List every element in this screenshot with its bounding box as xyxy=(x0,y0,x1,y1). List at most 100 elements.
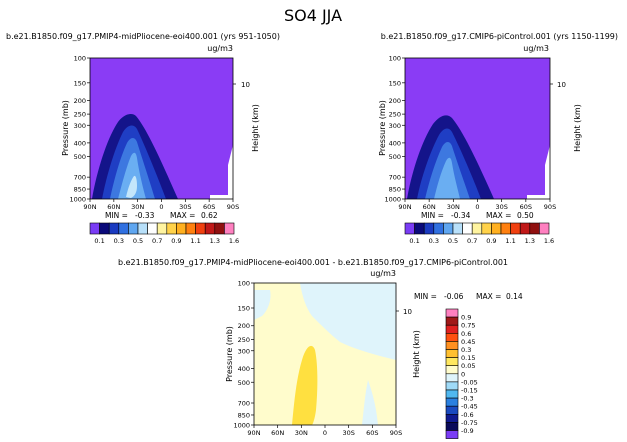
panel-2-units: ug/m3 xyxy=(523,44,549,53)
panel-3-max-value: 0.14 xyxy=(506,292,523,301)
colorbar-label: 1.3 xyxy=(210,237,220,245)
colorbar-box xyxy=(414,222,425,235)
x-tick-label: 0 xyxy=(323,429,327,437)
colorbar-label: -0.6 xyxy=(461,411,474,419)
colorbar-box xyxy=(137,222,148,235)
y-tick-label: 300 xyxy=(74,122,86,130)
x-tick-label: 90N xyxy=(83,203,96,211)
colorbar-label: 0.9 xyxy=(171,237,181,245)
colorbar-box xyxy=(89,222,100,235)
panel-2-min-label: MIN = xyxy=(421,211,444,220)
panel-2-max-label: MAX = xyxy=(486,211,511,220)
y-tick-label: 100 xyxy=(238,280,250,288)
x-tick-label: 60S xyxy=(520,203,532,211)
y-tick-label: 400 xyxy=(389,139,401,147)
y-tick-label: 150 xyxy=(389,79,401,87)
colorbar-box xyxy=(491,222,502,235)
x-tick-label: 90N xyxy=(398,203,411,211)
colorbar-label: 1.3 xyxy=(525,237,535,245)
x-tick-label: 60N xyxy=(271,429,284,437)
panel-1-ylabel-right: Height (km) xyxy=(251,104,260,152)
panel-1-field xyxy=(90,58,233,199)
colorbar-box xyxy=(445,341,459,350)
colorbar-box xyxy=(445,308,459,318)
panel-3: b.e21.B1850.f09_g17.PMIP4-midPliocene-eo… xyxy=(118,258,523,439)
x-tick-label: 90S xyxy=(544,203,556,211)
colorbar-label: 0.5 xyxy=(448,237,458,245)
panel-2-min-value: -0.34 xyxy=(451,211,471,220)
colorbar-box xyxy=(214,222,225,235)
x-tick-label: 30N xyxy=(295,429,308,437)
colorbar-box xyxy=(445,349,459,358)
panel-3-y-ticks: 100 150 200 250 300 400 500 700 850 1000 xyxy=(233,280,254,430)
y-tick-label: 850 xyxy=(389,186,401,194)
panel-1-y-ticks: 100 150 200 250 300 400 500 700 850 1000 xyxy=(69,55,90,204)
y-tick-label: 200 xyxy=(389,97,401,105)
colorbar-box xyxy=(99,222,110,235)
y-tick-label: 150 xyxy=(238,305,250,313)
panel-2: b.e21.B1850.f09_g17.CMIP6-piControl.001 … xyxy=(378,32,618,245)
panel-3-right-tick-label: 10 xyxy=(403,308,412,316)
colorbar-box xyxy=(445,430,459,439)
colorbar-box xyxy=(224,222,235,235)
colorbar-label: 1.6 xyxy=(544,237,554,245)
y-tick-label: 500 xyxy=(389,153,401,161)
panel-1-contour-5 xyxy=(126,175,137,198)
y-tick-label: 250 xyxy=(74,111,86,119)
y-tick-label: 150 xyxy=(74,79,86,87)
colorbar-label: 0.75 xyxy=(461,322,475,330)
colorbar-box xyxy=(128,222,139,235)
panel-1-right-tick-label: 10 xyxy=(241,81,250,89)
colorbar-box xyxy=(471,222,483,235)
colorbar-box xyxy=(519,222,531,235)
panel-2-right-tick-label: 10 xyxy=(557,81,566,89)
y-tick-label: 100 xyxy=(389,55,401,63)
y-tick-label: 250 xyxy=(389,111,401,119)
colorbar-box xyxy=(445,381,459,391)
panel-3-negative-patch-2 xyxy=(362,380,378,425)
colorbar-label: -0.15 xyxy=(461,387,478,395)
panel-3-positive-core xyxy=(292,345,318,425)
colorbar-label: 0.6 xyxy=(461,330,471,338)
y-tick-label: 700 xyxy=(74,174,86,182)
colorbar-label: 0.7 xyxy=(152,237,162,245)
colorbar-label: 0.7 xyxy=(467,237,477,245)
y-tick-label: 850 xyxy=(74,186,86,194)
x-tick-label: 0 xyxy=(475,203,479,211)
panel-3-ylabel: Pressure (mb) xyxy=(225,326,234,382)
y-tick-label: 700 xyxy=(389,174,401,182)
colorbar-box xyxy=(445,365,459,375)
colorbar-box xyxy=(118,222,129,235)
x-tick-label: 90S xyxy=(390,429,402,437)
colorbar-box xyxy=(108,222,120,235)
panel-1-units: ug/m3 xyxy=(207,44,233,53)
panel-1-missing-data xyxy=(210,145,233,199)
colorbar-label: -0.45 xyxy=(461,403,478,411)
colorbar-box xyxy=(445,324,459,334)
colorbar-box xyxy=(176,222,187,235)
x-tick-label: 30N xyxy=(447,203,460,211)
colorbar-box xyxy=(481,222,492,235)
y-tick-label: 1000 xyxy=(69,196,86,204)
panel-2-ylabel-right: Height (km) xyxy=(573,104,582,152)
colorbar-label: -0.75 xyxy=(461,419,478,427)
colorbar-box xyxy=(529,222,540,235)
colorbar-label: 1.1 xyxy=(190,237,200,245)
x-tick-label: 60N xyxy=(423,203,436,211)
y-tick-label: 500 xyxy=(238,379,250,387)
y-tick-label: 1000 xyxy=(233,422,250,430)
y-tick-label: 400 xyxy=(74,139,86,147)
colorbar-box xyxy=(539,222,550,235)
panel-3-colorbar: 0.90.750.60.450.30.150.050-0.05-0.15-0.3… xyxy=(445,308,478,439)
colorbar-label: 0.05 xyxy=(461,362,475,370)
colorbar-box xyxy=(445,332,459,342)
panel-3-min-label: MIN = xyxy=(414,292,437,301)
panel-1-ylabel: Pressure (mb) xyxy=(61,100,70,156)
colorbar-label: 0.5 xyxy=(133,237,143,245)
panel-3-positive-area xyxy=(254,283,396,425)
colorbar-box xyxy=(166,222,177,235)
panel-3-negative-patch xyxy=(254,290,271,320)
x-tick-label: 30S xyxy=(179,203,191,211)
colorbar-box xyxy=(445,413,459,423)
colorbar-box xyxy=(452,222,463,235)
